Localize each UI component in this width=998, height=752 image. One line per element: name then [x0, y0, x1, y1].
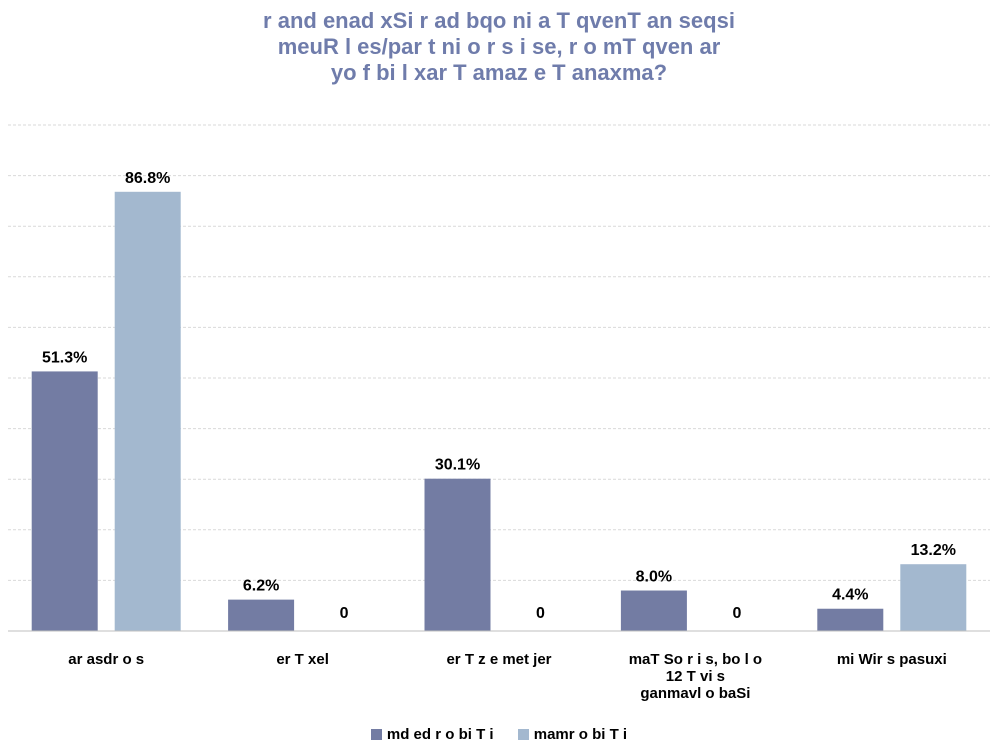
data-label: 0 [536, 605, 545, 622]
chart-title-line: r and enad xSi r ad bqo ni a T qvenT an … [263, 8, 735, 33]
legend-swatch-series-1 [370, 729, 382, 740]
legend-item-series-1: md ed r o bi T i [370, 726, 494, 743]
chart-title: r and enad xSi r ad bqo ni a T qvenT an … [0, 8, 998, 86]
chart-title-line: yo f bi l xar T amaz e T anaxma? [330, 60, 668, 85]
x-tick-label: mi Wir s pasuxi [837, 651, 947, 668]
bar-series-1-cat-3 [424, 478, 491, 631]
gridlines [8, 124, 990, 581]
legend-item-series-2: mamr o bi T i [517, 726, 628, 743]
data-label: 86.8% [125, 170, 170, 187]
x-tick-label: ar asdr o s [68, 651, 144, 668]
x-tick-labels: ar asdr o s er T xel er T z e met jer maT S… [68, 651, 946, 702]
data-label: 0 [732, 605, 741, 622]
bar-series-1-cat-1 [31, 371, 98, 631]
data-labels: 51.3% 86.8% 6.2% 0 30.1% 0 8.0% 0 4.4% 13.2% [42, 170, 956, 622]
data-label: 0 [340, 605, 349, 622]
x-tick-label: er T xel [276, 651, 329, 668]
bar-series-2-cat-1 [114, 191, 181, 632]
legend-label-series-1: md ed r o bi T i [386, 726, 494, 743]
bar-series-2-cat-5 [900, 564, 967, 631]
bar-series-1-cat-4 [620, 590, 687, 631]
bars [31, 191, 967, 632]
data-label: 51.3% [42, 349, 87, 366]
data-label: 30.1% [435, 457, 480, 474]
chart-title-line: meuR l es/par t ni o r s i se, r o mT qv… [277, 34, 721, 59]
legend: md ed r o bi T i mamr o bi T i [0, 726, 998, 743]
data-label: 6.2% [243, 578, 279, 595]
data-label: 13.2% [911, 542, 956, 559]
legend-swatch-series-2 [517, 729, 529, 740]
data-label: 4.4% [832, 587, 868, 604]
bar-series-1-cat-5 [817, 608, 884, 631]
legend-label-series-2: mamr o bi T i [533, 726, 628, 743]
x-tick-label: er T z e met jer [446, 651, 551, 668]
bar-series-1-cat-2 [228, 599, 295, 631]
x-tick-label: maT So r i s, bo l o 12 T vi s ganmavl o b… [629, 651, 762, 702]
data-label: 8.0% [636, 569, 672, 586]
